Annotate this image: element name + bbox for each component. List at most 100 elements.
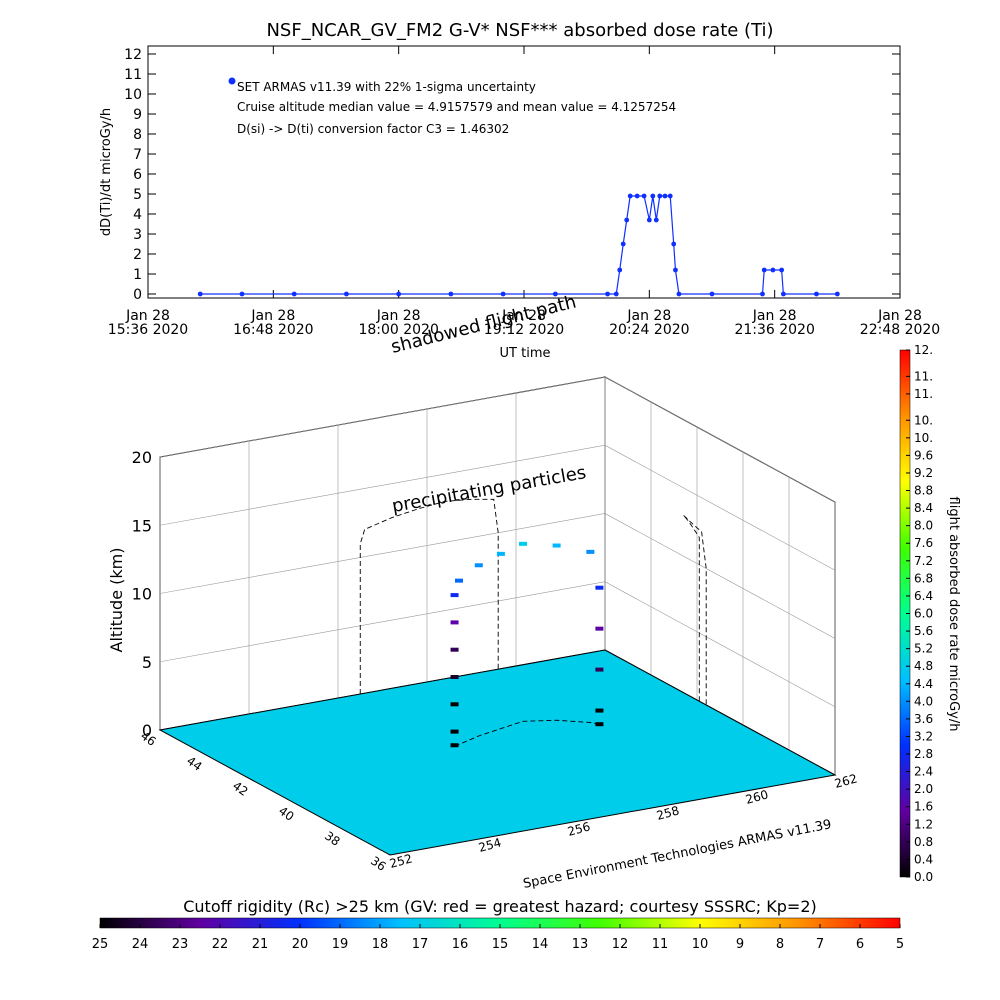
x-tick-label: 252 xyxy=(388,851,414,870)
y-tick-label: 2 xyxy=(133,247,142,263)
colorbar-tick-label: 10. xyxy=(914,413,933,427)
colorbar-tick-label: 10. xyxy=(914,431,933,445)
flight-point xyxy=(519,541,527,546)
flight-point xyxy=(450,593,459,598)
colorbar-tick-label: 20 xyxy=(292,937,309,952)
x-tick-label: Jan 28 xyxy=(752,308,797,324)
grid-line xyxy=(159,444,836,571)
colorbar-tick-label: 7 xyxy=(816,937,824,952)
y-tick-label: 10 xyxy=(124,87,142,103)
data-point xyxy=(653,217,659,223)
colorbar-tick-label: 0.0 xyxy=(914,870,933,884)
data-point xyxy=(780,291,786,297)
data-point xyxy=(634,193,640,199)
colorbar-tick-label: 6.0 xyxy=(914,607,933,621)
colorbar-tick-label: 6.4 xyxy=(914,589,933,603)
colorbar-tick-label: 7.6 xyxy=(914,536,933,550)
legend-marker xyxy=(228,77,236,85)
colorbar-tick-label: 2.0 xyxy=(914,782,933,796)
x-tick-label: 16:48 2020 xyxy=(233,322,313,338)
data-point xyxy=(814,291,819,297)
data-point xyxy=(646,217,652,223)
data-point xyxy=(500,291,506,297)
x-axis-title: UT time xyxy=(500,346,551,361)
data-point xyxy=(291,291,297,297)
flight-point xyxy=(595,722,604,727)
flight-point xyxy=(552,543,561,548)
data-point xyxy=(396,291,402,297)
colorbar-tick-label: 5.2 xyxy=(914,642,933,656)
flight-point xyxy=(595,667,604,672)
colorbar-tick-label: 22 xyxy=(212,937,229,952)
data-point xyxy=(760,291,765,297)
x-tick-label: Jan 28 xyxy=(501,308,546,324)
colorbar-tick-label: 25 xyxy=(92,937,109,952)
z-tick-label: 10 xyxy=(132,585,152,604)
colorbar-title: Cutoff rigidity (Rc) >25 km (GV: red = g… xyxy=(183,897,817,916)
y-tick-label: 40 xyxy=(276,804,297,824)
colorbar-tick-label: 10 xyxy=(692,937,709,952)
y-tick-label: 8 xyxy=(133,127,142,143)
y-tick-label: 42 xyxy=(230,779,251,799)
colorbar-tick-label: 11. xyxy=(914,387,933,401)
annotation: Cruise altitude median value = 4.9157579… xyxy=(237,100,676,114)
flight-point xyxy=(586,549,595,554)
colorbar-tick-label: 4.4 xyxy=(914,677,933,691)
floor xyxy=(158,649,837,856)
flight-point xyxy=(450,675,459,679)
colorbar-tick-label: 16 xyxy=(452,937,469,952)
y-axis-title: dD(Ti)/dt microGy/h xyxy=(99,108,114,236)
colorbar-tick-label: 3.2 xyxy=(914,729,933,743)
y-tick-label: 9 xyxy=(133,107,142,123)
colorbar-tick-label: 4.8 xyxy=(914,659,933,673)
colorbar-tick-label: 1.6 xyxy=(914,800,933,814)
data-point xyxy=(620,241,626,247)
flight-shadow xyxy=(682,514,707,705)
colorbar-tick-label: 12. xyxy=(914,343,933,357)
data-point xyxy=(605,291,610,297)
colorbar-tick-label: 8.8 xyxy=(914,484,933,498)
colorbar-tick-label: 8 xyxy=(776,937,784,952)
flight-point xyxy=(595,585,604,590)
x-tick-label: 22:48 2020 xyxy=(860,322,940,338)
data-point xyxy=(673,267,678,273)
grid-line xyxy=(159,581,836,708)
data-point xyxy=(834,291,840,297)
flight-point xyxy=(496,551,505,556)
colorbar-tick-label: 19 xyxy=(332,937,349,952)
colorbar-tick-label: 9.6 xyxy=(914,448,933,462)
flight-point xyxy=(450,647,459,652)
flight-point xyxy=(474,563,483,568)
y-tick-label: 3 xyxy=(133,227,142,243)
x-tick-label: Jan 28 xyxy=(626,308,671,324)
colorbar-tick-label: 21 xyxy=(252,937,269,952)
colorbar-tick-label: 2.4 xyxy=(914,765,933,779)
x-tick-label: Jan 28 xyxy=(125,308,170,324)
colorbar-tick-label: 8.4 xyxy=(914,501,933,515)
y-tick-label: 7 xyxy=(133,147,142,163)
y-tick-label: 6 xyxy=(133,167,142,183)
y-tick-label: 38 xyxy=(322,829,343,849)
data-point xyxy=(239,291,245,297)
data-point xyxy=(761,267,767,273)
x-tick-label: 19:12 2020 xyxy=(484,322,564,338)
z-axis-title: Altitude (km) xyxy=(107,548,126,653)
grid-line xyxy=(159,376,836,503)
chart-title: NSF_NCAR_GV_FM2 G-V* NSF*** absorbed dos… xyxy=(266,20,773,41)
colorbar-tick-label: 9 xyxy=(736,937,744,952)
y-tick-label: 11 xyxy=(124,67,142,83)
y-tick-label: 1 xyxy=(133,267,142,283)
grid-line xyxy=(159,513,836,639)
x-tick-label: 256 xyxy=(566,819,592,838)
colorbar-tick-label: 1.2 xyxy=(914,817,933,831)
colorbar-tick-label: 24 xyxy=(132,937,149,952)
y-tick-label: 0 xyxy=(133,287,142,303)
data-point xyxy=(650,193,656,199)
colorbar-tick-label: 15 xyxy=(492,937,509,952)
colorbar-tick-label: 5 xyxy=(896,937,904,952)
colorbar-tick-label: 18 xyxy=(372,937,389,952)
flight-point xyxy=(595,626,604,631)
z-tick-label: 20 xyxy=(132,448,152,467)
